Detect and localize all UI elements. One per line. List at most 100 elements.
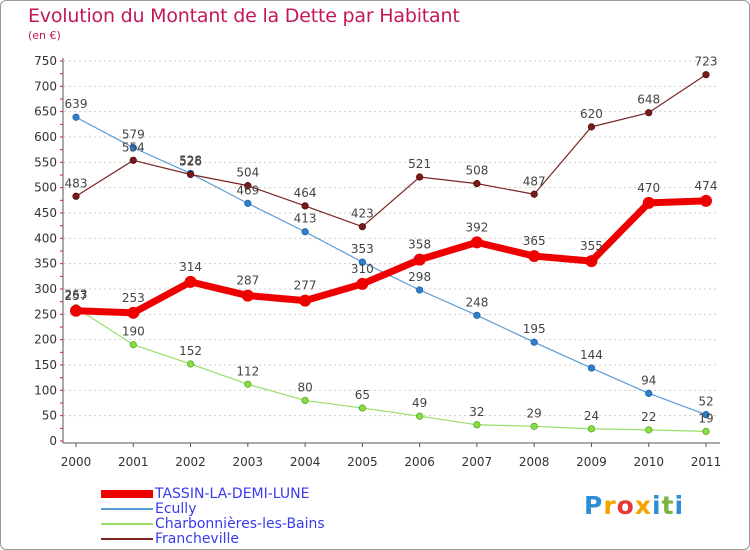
y-tick-label: 450 [34, 206, 57, 220]
data-label: 469 [236, 183, 259, 197]
data-point [244, 380, 252, 388]
data-label: 521 [408, 157, 431, 171]
y-tick-label: 150 [34, 358, 57, 372]
data-point [702, 427, 710, 435]
legend-label-francheville: Francheville [155, 531, 239, 547]
data-label: 190 [122, 325, 145, 339]
data-point [473, 180, 481, 188]
data-label: 620 [580, 107, 603, 121]
data-label: 298 [408, 270, 431, 284]
data-point [358, 223, 366, 231]
logo-letter: i [674, 491, 685, 520]
data-label: 314 [179, 260, 202, 274]
legend-swatch-charbonnieres [101, 523, 153, 525]
data-point [72, 192, 80, 200]
data-label: 287 [236, 274, 259, 288]
data-point [413, 253, 426, 266]
data-label: 24 [584, 409, 599, 423]
data-label: 358 [408, 238, 431, 252]
data-point [702, 71, 710, 79]
legend-item-ecully: Ecully [101, 502, 196, 516]
x-tick-label: 2009 [576, 455, 607, 469]
data-point [530, 422, 538, 430]
data-point [301, 202, 309, 210]
data-label: 355 [580, 239, 603, 253]
legend-label-charbonnieres: Charbonnières-les-Bains [155, 516, 325, 532]
data-point [530, 190, 538, 198]
x-tick-label: 2000 [61, 455, 92, 469]
x-tick-label: 2005 [347, 455, 378, 469]
logo-letter: P [584, 491, 604, 520]
logo-letter: x [634, 491, 652, 520]
y-tick-label: 700 [34, 79, 57, 93]
data-point [129, 156, 137, 164]
data-point [587, 123, 596, 131]
data-point [642, 196, 655, 209]
data-point [129, 341, 137, 349]
logo-letter: i [652, 491, 662, 520]
data-label: 487 [523, 174, 546, 188]
y-tick-label: 300 [34, 282, 57, 296]
chart-title: Evolution du Montant de la Dette par Hab… [28, 5, 460, 27]
data-label: 413 [294, 212, 317, 226]
data-point [528, 250, 541, 263]
legend-item-tassin: TASSIN-LA-DEMI-LUNE [101, 487, 309, 501]
data-point [585, 255, 598, 268]
data-point [702, 411, 710, 419]
data-point [645, 109, 653, 117]
data-label: 277 [294, 279, 317, 293]
y-tick-label: 50 [42, 409, 57, 423]
data-point [129, 144, 137, 152]
data-point [358, 404, 366, 412]
data-label: 263 [65, 288, 88, 302]
y-tick-label: 600 [34, 130, 57, 144]
x-tick-label: 2001 [118, 455, 149, 469]
legend-item-charbonnieres: Charbonnières-les-Bains [101, 517, 325, 531]
data-label: 579 [122, 128, 145, 142]
data-label: 65 [355, 388, 370, 402]
x-tick-label: 2006 [404, 455, 435, 469]
data-point [356, 277, 369, 290]
data-label: 464 [294, 186, 317, 200]
logo-letter: r [603, 491, 617, 520]
data-label: 248 [465, 295, 488, 309]
data-label: 19 [698, 411, 713, 425]
data-point [358, 258, 366, 266]
data-point [645, 389, 653, 397]
data-label: 32 [469, 405, 484, 419]
data-label: 22 [641, 410, 656, 424]
series-line [75, 197, 707, 317]
data-point [241, 289, 254, 302]
x-tick-label: 2008 [519, 455, 550, 469]
y-tick-label: 650 [34, 105, 57, 119]
series-line [75, 116, 707, 416]
data-point [470, 236, 483, 249]
x-tick-label: 2004 [290, 455, 321, 469]
data-point [244, 182, 252, 190]
data-label: 365 [523, 234, 546, 248]
data-label: 474 [695, 179, 718, 193]
data-point [587, 364, 596, 372]
data-point [301, 396, 309, 405]
x-tick-label: 2011 [691, 455, 722, 469]
x-tick-label: 2010 [633, 455, 664, 469]
y-tick-label: 500 [34, 181, 57, 195]
data-point [70, 304, 82, 317]
y-tick-label: 750 [34, 54, 57, 68]
data-point [184, 275, 197, 288]
y-tick-label: 200 [34, 333, 57, 347]
data-label: 508 [465, 164, 488, 178]
data-label: 94 [641, 373, 656, 387]
legend-label-tassin: TASSIN-LA-DEMI-LUNE [155, 486, 310, 502]
data-point [127, 306, 140, 319]
data-label: 52 [698, 395, 713, 409]
x-tick-label: 2003 [233, 455, 264, 469]
data-point [186, 170, 195, 179]
y-tick-label: 0 [49, 434, 57, 448]
data-point [416, 173, 424, 181]
legend-swatch-tassin [101, 490, 153, 498]
data-label: 470 [637, 181, 660, 195]
data-label: 195 [523, 322, 546, 336]
